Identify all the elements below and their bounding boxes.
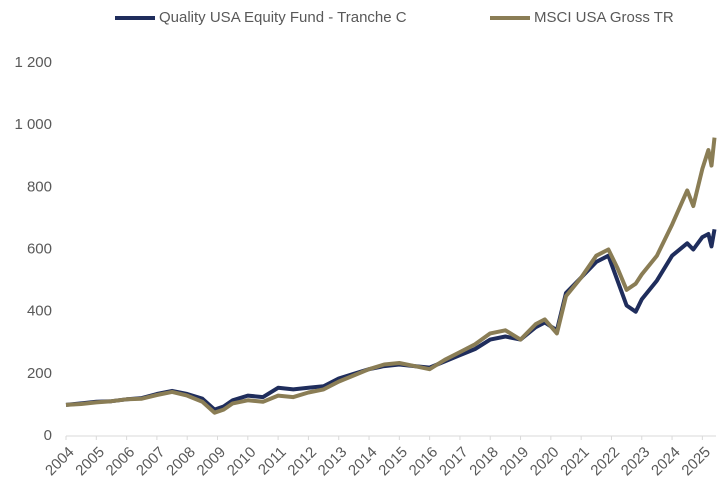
x-tick-label: 2012 [284,444,320,480]
y-tick-label: 600 [27,240,52,257]
x-tick-label: 2006 [103,444,139,480]
legend-label: MSCI USA Gross TR [534,9,674,26]
x-tick-label: 2004 [42,444,78,480]
x-tick-label: 2010 [224,444,260,480]
y-tick-label: 400 [27,303,52,320]
x-tick-label: 2013 [315,444,351,480]
x-tick-label: 2005 [72,444,108,480]
x-tick-label: 2014 [345,444,381,480]
y-tick-label: 1 200 [14,54,52,71]
x-tick-label: 2016 [406,444,442,480]
x-tick-label: 2020 [527,444,563,480]
series-line [65,137,717,415]
x-tick-label: 2011 [255,444,290,479]
x-tick-label: 2021 [557,444,593,480]
x-tick-label: 2025 [678,444,714,480]
x-tick-label: 2024 [648,444,684,480]
x-tick-label: 2009 [194,444,230,480]
x-tick-label: 2023 [618,444,654,480]
y-tick-label: 0 [44,427,52,444]
y-tick-label: 800 [27,178,52,195]
x-tick-label: 2017 [436,444,472,480]
x-tick-label: 2007 [133,444,169,480]
y-tick-label: 1 000 [14,116,52,133]
x-tick-label: 2018 [466,444,502,480]
legend-label: Quality USA Equity Fund - Tranche C [159,9,407,26]
y-tick-label: 200 [27,365,52,382]
series-line [65,228,717,412]
x-tick-label: 2008 [163,444,199,480]
x-tick-label: 2019 [497,444,533,480]
x-tick-label: 2015 [375,444,411,480]
x-tick-label: 2022 [587,444,623,480]
